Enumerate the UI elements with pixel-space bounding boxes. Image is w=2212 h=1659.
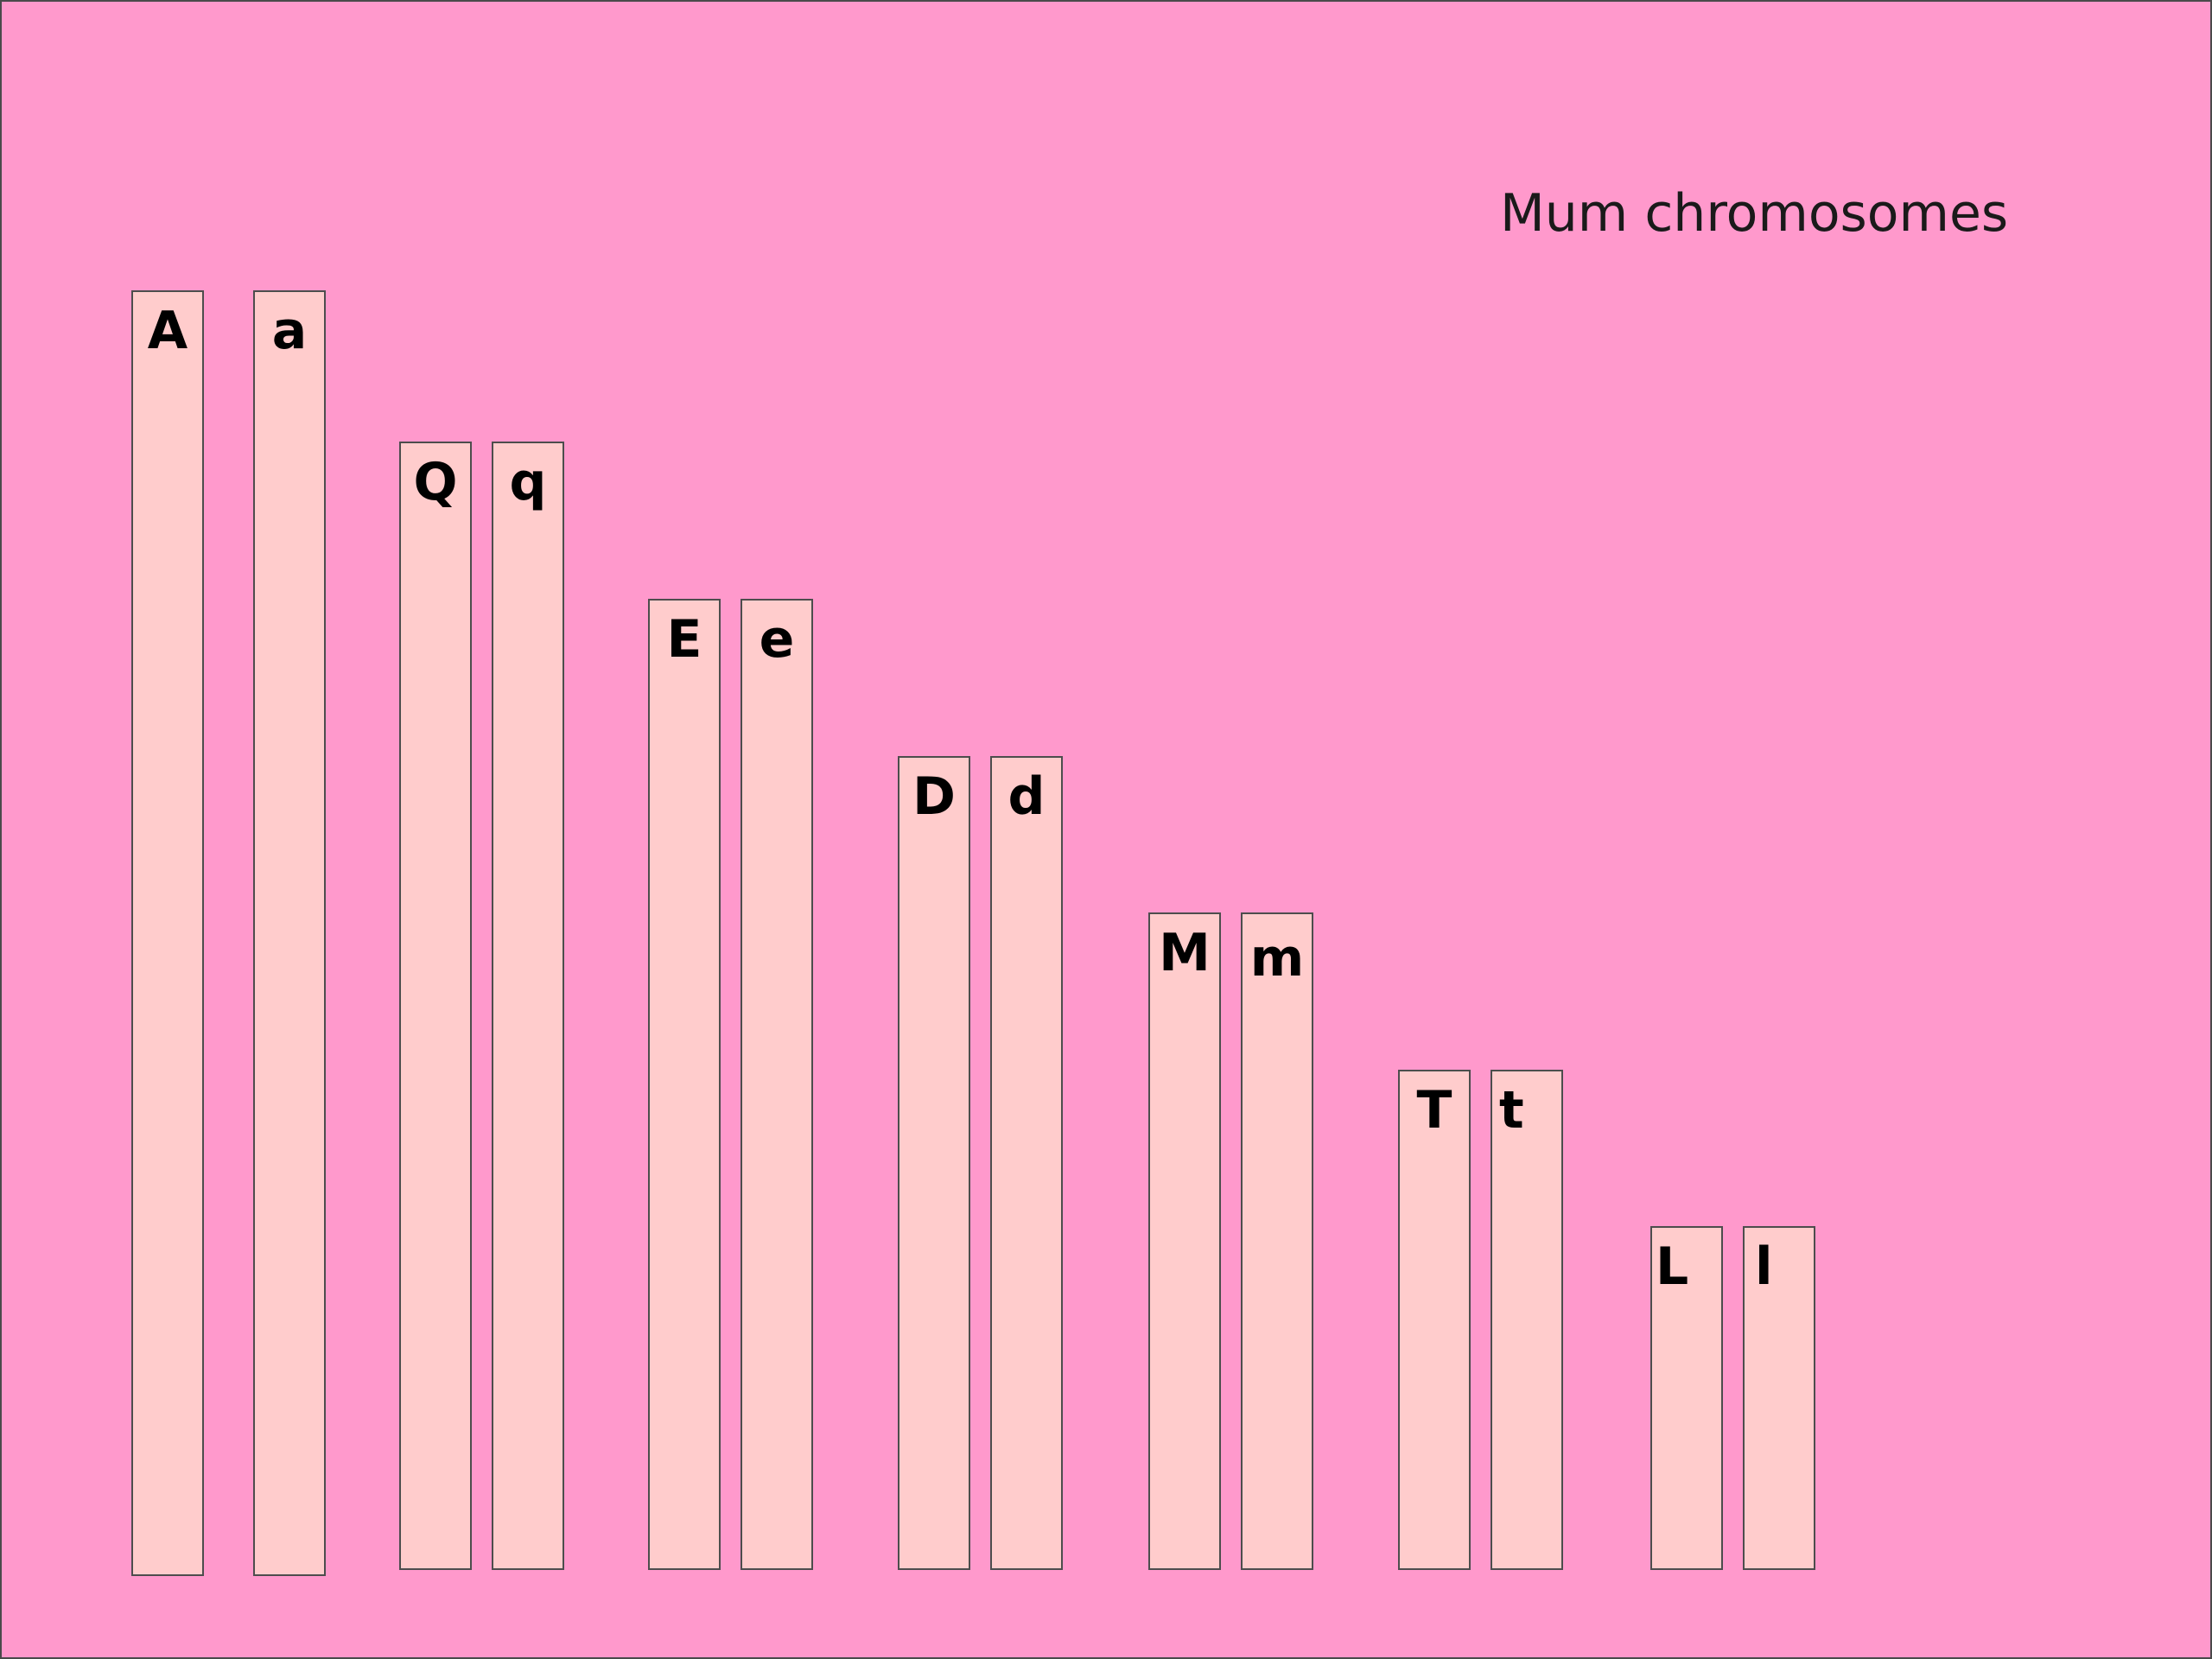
allele-label: a	[271, 301, 308, 361]
chromosome-bar: M	[1148, 912, 1221, 1570]
chromosome-bar: E	[648, 599, 721, 1570]
allele-label: L	[1656, 1236, 1689, 1297]
allele-label: m	[1249, 928, 1305, 988]
chromosome-bar: e	[741, 599, 813, 1570]
allele-label: D	[912, 766, 956, 827]
chromosome-bar: T	[1398, 1070, 1471, 1570]
chromosome-bar: d	[990, 756, 1063, 1570]
allele-label: A	[147, 301, 188, 361]
diagram-title: Mum chromosomes	[1500, 183, 2009, 244]
allele-label: M	[1159, 923, 1211, 983]
chromosome-bar: a	[253, 290, 326, 1576]
chromosome-bar: t	[1491, 1070, 1563, 1570]
chromosome-bar: L	[1650, 1226, 1723, 1570]
allele-label: E	[666, 609, 702, 670]
allele-label: q	[509, 452, 547, 512]
allele-label: d	[1007, 766, 1046, 827]
chromosome-bar: A	[131, 290, 204, 1576]
allele-label: t	[1499, 1080, 1524, 1141]
allele-label: Q	[413, 452, 458, 512]
allele-label: e	[759, 609, 795, 670]
allele-label: T	[1416, 1080, 1452, 1141]
chromosome-bar: m	[1241, 912, 1313, 1570]
allele-label: l	[1755, 1236, 1773, 1297]
chromosome-bar: l	[1743, 1226, 1815, 1570]
chromosome-bar: D	[898, 756, 970, 1570]
chromosome-bar: Q	[399, 442, 472, 1570]
chromosome-bar: q	[492, 442, 564, 1570]
